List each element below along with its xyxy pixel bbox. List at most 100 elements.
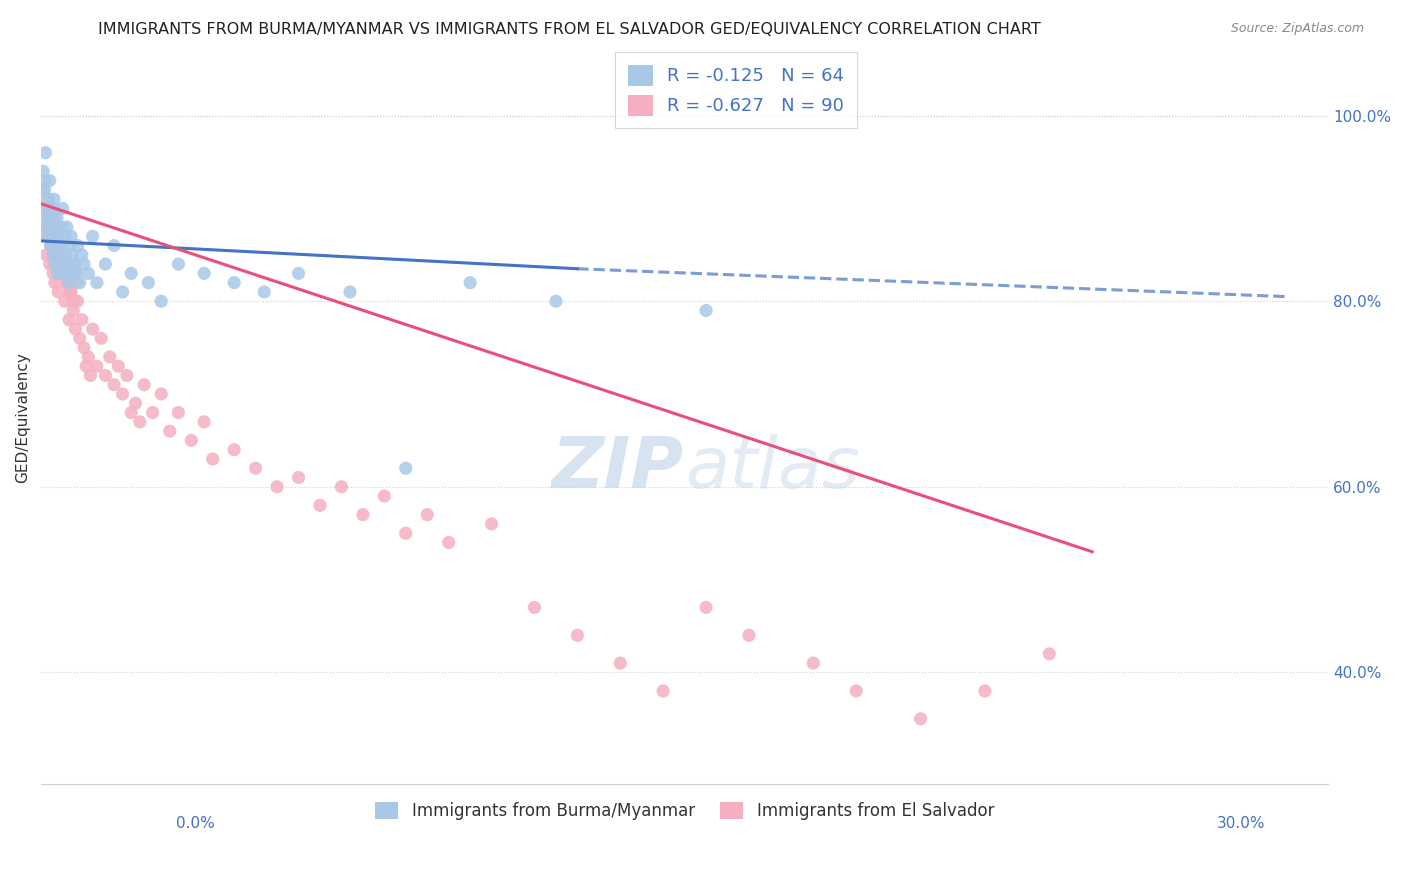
Point (39, 229, 62, 244)
Point (75, 359, 97, 374)
Point (38, 202, 60, 216)
Point (103, 238, 125, 252)
Point (544, 294, 567, 309)
Point (56, 266, 79, 280)
Text: ZIP: ZIP (553, 434, 685, 503)
Point (115, 368, 138, 383)
Point (224, 276, 246, 290)
Point (395, 526, 418, 541)
Point (124, 396, 146, 410)
Point (193, 266, 215, 280)
Point (56, 276, 79, 290)
Point (53, 294, 76, 309)
Point (46, 229, 69, 244)
Point (352, 508, 374, 522)
Point (42, 266, 65, 280)
Point (49, 266, 72, 280)
Point (41, 211, 63, 225)
Legend: Immigrants from Burma/Myanmar, Immigrants from El Salvador: Immigrants from Burma/Myanmar, Immigrant… (368, 795, 1001, 827)
Point (481, 516, 503, 531)
Point (695, 303, 717, 318)
Point (38, 229, 60, 244)
Point (266, 480, 288, 494)
Point (69, 331, 91, 345)
Point (39, 238, 62, 252)
Point (801, 656, 824, 670)
Point (138, 276, 160, 290)
Point (60, 248, 83, 262)
Point (58, 312, 80, 326)
Point (142, 406, 165, 420)
Point (42, 211, 65, 225)
Point (44, 238, 66, 252)
Point (65, 276, 87, 290)
Point (32, 164, 55, 178)
Point (63, 294, 86, 309)
Point (39, 238, 62, 252)
Point (70, 312, 93, 326)
Point (52, 257, 75, 271)
Point (437, 535, 460, 549)
Point (111, 387, 134, 401)
Point (309, 499, 332, 513)
Point (42, 248, 65, 262)
Point (46, 285, 69, 299)
Point (60, 285, 83, 299)
Point (37, 229, 59, 244)
Point (41, 238, 63, 252)
Text: 0.0%: 0.0% (176, 816, 215, 831)
Point (39, 219, 62, 234)
Point (652, 684, 675, 698)
Point (103, 377, 125, 392)
Point (32, 202, 55, 216)
Point (56, 276, 79, 290)
Point (974, 684, 997, 698)
Point (73, 257, 96, 271)
Point (910, 712, 932, 726)
Point (120, 406, 142, 420)
Point (51, 238, 73, 252)
Point (86, 359, 108, 374)
Point (567, 628, 589, 642)
Point (180, 434, 202, 448)
Point (62, 257, 84, 271)
Point (34, 192, 56, 206)
Point (373, 489, 395, 503)
Point (65, 322, 87, 336)
Point (150, 294, 173, 309)
Text: IMMIGRANTS FROM BURMA/MYANMAR VS IMMIGRANTS FROM EL SALVADOR GED/EQUIVALENCY COR: IMMIGRANTS FROM BURMA/MYANMAR VS IMMIGRA… (98, 22, 1042, 37)
Point (107, 359, 129, 374)
Text: 30.0%: 30.0% (1218, 816, 1265, 831)
Point (128, 415, 150, 429)
Point (38, 257, 60, 271)
Point (77, 350, 100, 364)
Point (150, 387, 173, 401)
Point (845, 684, 868, 698)
Point (34, 145, 56, 160)
Point (82, 229, 104, 244)
Point (38, 173, 60, 187)
Point (111, 285, 134, 299)
Point (56, 219, 79, 234)
Point (66, 294, 89, 309)
Point (37, 202, 59, 216)
Point (60, 266, 83, 280)
Point (94, 368, 117, 383)
Point (458, 276, 481, 290)
Point (49, 248, 72, 262)
Point (35, 211, 58, 225)
Point (82, 322, 104, 336)
Point (62, 303, 84, 318)
Point (52, 266, 75, 280)
Point (46, 229, 69, 244)
Point (201, 452, 224, 467)
Point (58, 276, 80, 290)
Point (193, 415, 215, 429)
Point (45, 219, 67, 234)
Point (51, 202, 73, 216)
Point (79, 368, 101, 383)
Point (77, 266, 100, 280)
Point (63, 257, 86, 271)
Point (37, 192, 59, 206)
Point (167, 406, 190, 420)
